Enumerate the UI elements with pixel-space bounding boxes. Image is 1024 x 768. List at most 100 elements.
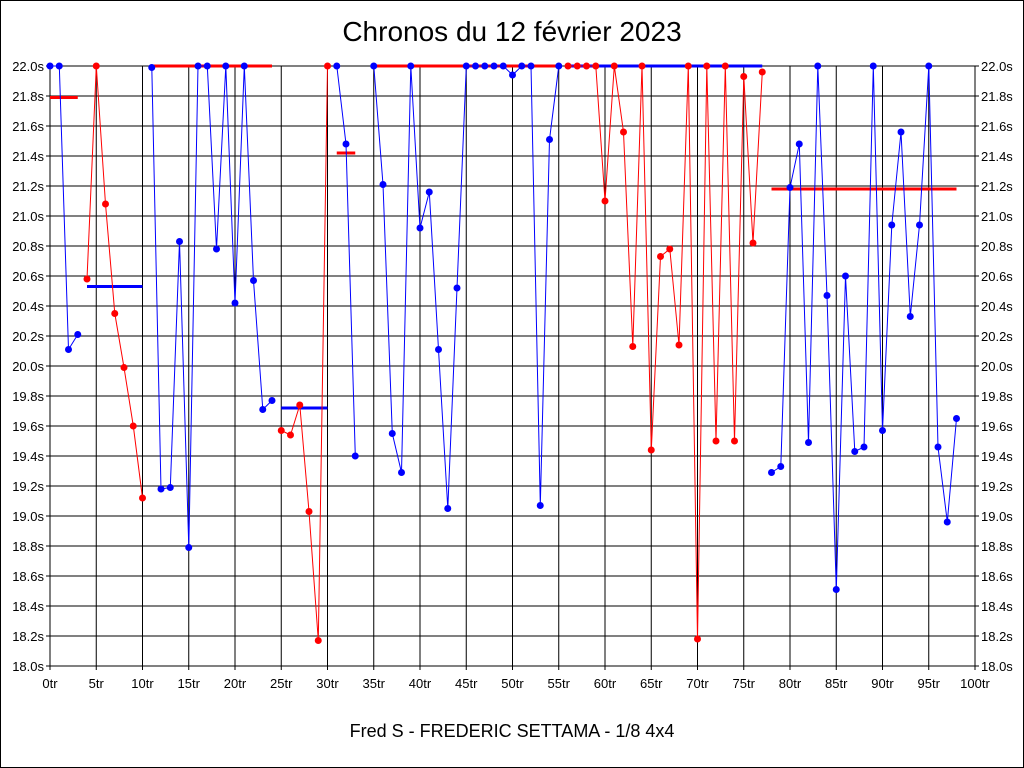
y-tick-label: 20.2s bbox=[12, 329, 44, 344]
x-tick-label: 35tr bbox=[363, 676, 386, 691]
y-tick-label-right: 18.6s bbox=[981, 569, 1013, 584]
data-point bbox=[185, 544, 193, 551]
y-tick-label: 21.6s bbox=[12, 119, 44, 134]
data-point bbox=[481, 62, 489, 70]
y-tick-label-right: 21.6s bbox=[981, 119, 1013, 134]
data-point bbox=[657, 253, 664, 260]
x-tick-label: 20tr bbox=[224, 676, 247, 691]
data-point bbox=[527, 62, 535, 70]
y-tick-label: 19.2s bbox=[12, 479, 44, 494]
x-tick-label: 60tr bbox=[594, 676, 617, 691]
data-point bbox=[296, 401, 304, 409]
data-point bbox=[758, 68, 766, 76]
data-point bbox=[620, 128, 627, 136]
data-point bbox=[176, 238, 183, 245]
x-tick-label: 70tr bbox=[686, 676, 709, 691]
data-point bbox=[712, 437, 720, 445]
data-point bbox=[425, 188, 433, 196]
data-point bbox=[879, 427, 886, 434]
data-point bbox=[333, 62, 341, 70]
data-point bbox=[814, 62, 822, 70]
y-tick-label: 20.6s bbox=[12, 269, 44, 284]
data-point bbox=[102, 200, 109, 208]
data-point bbox=[721, 62, 729, 70]
data-point bbox=[869, 62, 877, 70]
data-point bbox=[740, 73, 748, 80]
y-tick-label-right: 18.2s bbox=[981, 629, 1013, 644]
data-point bbox=[444, 505, 452, 512]
y-tick-label-right: 20.2s bbox=[981, 329, 1013, 344]
data-point bbox=[592, 62, 600, 70]
series-line bbox=[151, 65, 273, 548]
data-point bbox=[583, 62, 590, 70]
y-tick-label: 20.0s bbox=[12, 359, 44, 374]
data-point bbox=[731, 437, 738, 445]
y-tick-label: 20.4s bbox=[12, 299, 44, 314]
data-point bbox=[953, 415, 960, 422]
x-tick-label: 95tr bbox=[918, 676, 941, 691]
y-tick-label: 21.0s bbox=[12, 209, 44, 224]
data-point bbox=[888, 221, 896, 229]
data-point bbox=[259, 406, 267, 413]
y-tick-label-right: 21.2s bbox=[981, 179, 1013, 194]
data-point bbox=[194, 62, 202, 70]
y-tick-label-right: 18.0s bbox=[981, 659, 1013, 674]
data-point bbox=[157, 485, 165, 493]
y-tick-label-right: 18.4s bbox=[981, 599, 1013, 614]
data-point bbox=[777, 463, 785, 470]
data-point bbox=[499, 62, 507, 70]
x-tick-label: 50tr bbox=[501, 676, 524, 691]
y-tick-label: 19.4s bbox=[12, 449, 44, 464]
data-point bbox=[823, 292, 831, 299]
data-point bbox=[573, 62, 581, 70]
data-point bbox=[111, 310, 119, 317]
data-point bbox=[851, 448, 859, 455]
data-point bbox=[240, 62, 248, 70]
y-tick-label-right: 19.4s bbox=[981, 449, 1013, 464]
y-tick-label-right: 19.6s bbox=[981, 419, 1013, 434]
y-tick-label: 18.0s bbox=[12, 659, 44, 674]
x-tick-label: 90tr bbox=[871, 676, 894, 691]
data-point bbox=[943, 518, 951, 526]
data-point bbox=[83, 275, 91, 283]
data-point bbox=[925, 62, 933, 70]
data-point bbox=[46, 62, 54, 70]
y-tick-label-right: 18.8s bbox=[981, 539, 1013, 554]
data-point bbox=[416, 224, 424, 232]
x-tick-label: 40tr bbox=[409, 676, 432, 691]
data-point bbox=[250, 277, 257, 284]
data-point bbox=[342, 140, 350, 148]
x-tick-label: 5tr bbox=[89, 676, 105, 691]
data-point bbox=[638, 62, 646, 70]
x-tick-label: 25tr bbox=[270, 676, 293, 691]
x-tick-label: 85tr bbox=[825, 676, 848, 691]
data-point bbox=[555, 62, 563, 70]
x-tick-label: 55tr bbox=[548, 676, 571, 691]
data-point bbox=[74, 331, 82, 338]
chart-subtitle: Fred S - FREDERIC SETTAMA - 1/8 4x4 bbox=[349, 721, 675, 741]
y-tick-label: 21.2s bbox=[12, 179, 44, 194]
data-point bbox=[842, 272, 849, 280]
data-point bbox=[314, 637, 322, 644]
y-tick-label-right: 21.4s bbox=[981, 149, 1013, 164]
x-tick-label: 80tr bbox=[779, 676, 802, 691]
data-point bbox=[694, 635, 701, 643]
data-point bbox=[351, 452, 359, 460]
data-point bbox=[897, 128, 905, 136]
data-point bbox=[675, 341, 683, 349]
data-point bbox=[564, 62, 572, 70]
data-point bbox=[213, 245, 220, 253]
data-point bbox=[139, 494, 146, 502]
data-point bbox=[324, 62, 331, 70]
data-point bbox=[860, 443, 868, 451]
data-point bbox=[277, 427, 285, 434]
data-point bbox=[666, 245, 674, 253]
series-line bbox=[336, 65, 356, 457]
y-tick-label-right: 19.2s bbox=[981, 479, 1013, 494]
x-tick-label: 45tr bbox=[455, 676, 478, 691]
y-tick-label: 18.2s bbox=[12, 629, 44, 644]
y-tick-label-right: 20.6s bbox=[981, 269, 1013, 284]
y-tick-label: 18.8s bbox=[12, 539, 44, 554]
x-tick-label: 30tr bbox=[316, 676, 339, 691]
